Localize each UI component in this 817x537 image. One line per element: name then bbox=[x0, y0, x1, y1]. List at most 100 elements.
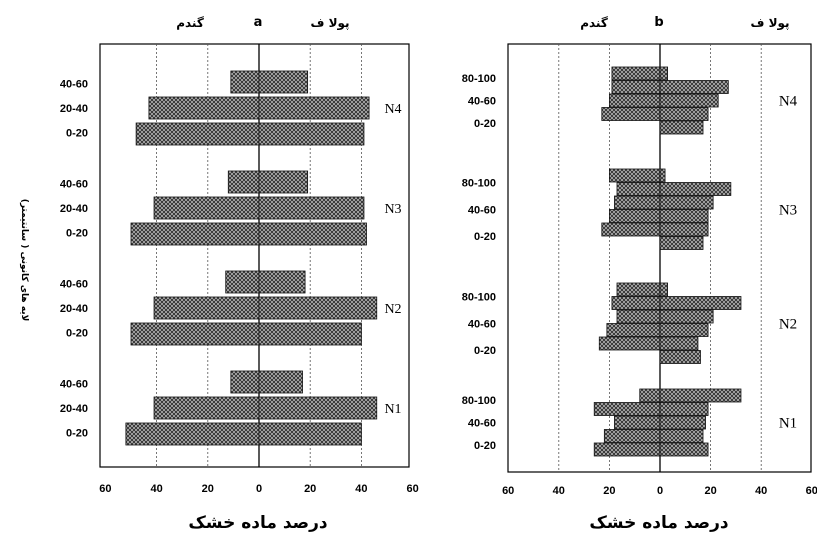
right-side-label-b: پولا ف bbox=[750, 16, 789, 31]
bar-left bbox=[614, 195, 661, 210]
x-tick-label: 20 bbox=[603, 485, 615, 497]
bar-right bbox=[659, 107, 709, 121]
layer-label: 0-20 bbox=[66, 328, 88, 340]
bar-right bbox=[659, 209, 709, 223]
bar-left bbox=[125, 422, 260, 446]
layer-labels-b: 80-100 40-60 0-20 80-100 40-60 0-20 80-100 40-6… bbox=[462, 73, 496, 452]
layer-label: 0-20 bbox=[66, 228, 88, 240]
layer-label: 0-20 bbox=[66, 128, 88, 140]
bar-right bbox=[258, 322, 362, 346]
layer-label: 40-60 bbox=[60, 278, 88, 290]
bar-right bbox=[659, 80, 729, 94]
bar-left bbox=[606, 323, 661, 337]
plot-frame-a bbox=[99, 43, 410, 468]
bar-left bbox=[225, 270, 260, 294]
layer-label: 40-60 bbox=[60, 178, 88, 190]
x-axis-title-b: درصد ماده خشک bbox=[589, 513, 728, 533]
bar-right bbox=[258, 222, 367, 246]
x-axis-title-a: درصد ماده خشک bbox=[188, 513, 327, 533]
panel-b: b گندم پولا ف 80-100 40-60 0-20 80-100 40-60… bbox=[462, 15, 817, 533]
bar-left bbox=[611, 80, 661, 94]
layer-label: 40-60 bbox=[60, 78, 88, 90]
x-tick-label: 20 bbox=[202, 483, 214, 495]
layer-label: 0-20 bbox=[474, 118, 496, 130]
bar-right bbox=[659, 336, 699, 351]
group-labels-a: N4 N3 N2 N1 bbox=[384, 102, 401, 417]
bar-right bbox=[258, 70, 309, 94]
right-side-label-a: پولا ف bbox=[310, 16, 349, 31]
layer-label: 0-20 bbox=[474, 440, 496, 452]
x-tick-label: 40 bbox=[150, 483, 162, 495]
layer-label: 20-40 bbox=[60, 203, 88, 215]
bar-right bbox=[659, 195, 714, 210]
bar-left bbox=[601, 222, 661, 237]
layer-labels-a: 40-60 20-40 0-20 40-60 20-40 0-20 40-60 20-40 0-… bbox=[60, 78, 88, 439]
group-label: N4 bbox=[779, 94, 798, 110]
bar-left bbox=[130, 222, 260, 246]
bar-right bbox=[258, 270, 306, 294]
layer-label: 40-60 bbox=[468, 204, 496, 216]
bar-left bbox=[153, 396, 260, 420]
bar-right bbox=[258, 170, 309, 194]
bar-left bbox=[135, 122, 260, 146]
left-side-label-b: گندم bbox=[580, 16, 608, 31]
x-tick-label: 20 bbox=[704, 485, 716, 497]
bar-right bbox=[659, 350, 701, 364]
bar-right bbox=[659, 402, 709, 416]
bar-right bbox=[659, 309, 714, 324]
layer-label: 80-100 bbox=[462, 291, 496, 303]
bar-left bbox=[153, 296, 260, 320]
bar-left bbox=[609, 209, 661, 223]
bar-right bbox=[659, 168, 666, 183]
bar-right bbox=[258, 396, 378, 420]
group-label: N2 bbox=[384, 302, 401, 317]
left-side-label-a: گندم bbox=[176, 16, 204, 31]
bar-left bbox=[593, 402, 661, 416]
panel-label-a: a bbox=[254, 15, 263, 30]
bar-right bbox=[659, 182, 732, 196]
bar-right bbox=[258, 122, 365, 146]
panel-a: a گندم پولا ف 40-60 20-40 0-20 40-60 20-40 0-… bbox=[19, 15, 419, 533]
bar-right bbox=[258, 96, 370, 120]
bar-left bbox=[616, 282, 661, 297]
group-label: N3 bbox=[384, 202, 401, 217]
bar-left bbox=[639, 388, 661, 403]
bar-right bbox=[659, 415, 706, 430]
bar-left bbox=[611, 296, 661, 310]
layer-label: 40-60 bbox=[468, 96, 496, 108]
bar-right bbox=[659, 236, 704, 250]
group-label: N3 bbox=[779, 202, 797, 218]
bar-left bbox=[609, 168, 661, 183]
bar-right bbox=[258, 296, 378, 320]
bars-b bbox=[593, 66, 742, 457]
x-tick-label: 60 bbox=[99, 483, 111, 495]
layer-label: 20-40 bbox=[60, 103, 88, 115]
x-tick-label: 40 bbox=[755, 485, 767, 497]
bar-right bbox=[659, 429, 704, 443]
x-tick-label: 40 bbox=[355, 483, 367, 495]
layer-label: 40-60 bbox=[60, 378, 88, 390]
x-tick-label: 60 bbox=[406, 483, 418, 495]
bar-right bbox=[659, 388, 742, 403]
group-label: N1 bbox=[779, 416, 797, 432]
group-label: N2 bbox=[779, 316, 797, 332]
layer-label: 40-60 bbox=[468, 418, 496, 430]
x-tick-label: 0 bbox=[657, 485, 663, 497]
bar-right bbox=[258, 196, 365, 220]
bar-right bbox=[659, 296, 742, 310]
panel-label-b: b bbox=[654, 15, 663, 30]
bar-left bbox=[130, 322, 260, 346]
layer-label: 20-40 bbox=[60, 303, 88, 315]
bar-left bbox=[148, 96, 260, 120]
bar-right bbox=[258, 370, 303, 394]
x-tick-label: 60 bbox=[502, 485, 514, 497]
bar-right bbox=[659, 120, 704, 135]
bar-right bbox=[659, 323, 709, 337]
bar-left bbox=[230, 370, 260, 394]
bar-right bbox=[659, 222, 709, 237]
bar-left bbox=[598, 336, 661, 351]
bar-right bbox=[659, 66, 668, 81]
bar-right bbox=[659, 442, 709, 457]
group-label: N1 bbox=[384, 402, 401, 417]
